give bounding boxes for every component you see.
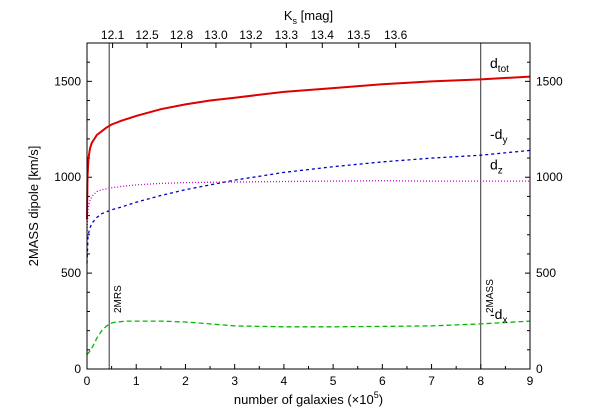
x-tick-label: 3 — [231, 374, 238, 388]
series-line — [86, 75, 531, 220]
y-tick-label-right: 1500 — [536, 74, 563, 88]
x-tick-label: 7 — [428, 374, 435, 388]
x-axis-label-close: ) — [379, 392, 383, 407]
top-axis-label-end: [mag] — [297, 8, 333, 23]
top-tick-label: 12.1 — [101, 28, 125, 42]
x-tick-label: 6 — [379, 374, 386, 388]
x-tick-label: 8 — [477, 374, 484, 388]
y-tick-label-right: 1000 — [536, 170, 563, 184]
x-tick-label: 2 — [182, 374, 189, 388]
series-layer — [86, 75, 531, 356]
x-axis-label: number of galaxies (×105) — [234, 390, 383, 407]
vertical-markers-layer — [108, 43, 482, 369]
y-tick-label: 500 — [61, 266, 81, 280]
x-axis-label-main: number of galaxies (×10 — [234, 392, 374, 407]
top-tick-label: 13.4 — [311, 28, 335, 42]
x-tick-label: 5 — [330, 374, 337, 388]
y-tick-label: 1000 — [54, 170, 81, 184]
top-tick-label: 13.2 — [239, 28, 263, 42]
top-tick-label: 13.3 — [275, 28, 299, 42]
series-label-sub: x — [502, 315, 507, 326]
series-label: dz — [490, 157, 503, 177]
plot-frame — [86, 42, 531, 370]
series-line — [86, 180, 530, 231]
top-tick-label: 12.5 — [135, 28, 159, 42]
x-tick-label: 9 — [527, 374, 534, 388]
series-line — [86, 149, 531, 264]
y-axis-label: 2MASS dipole [km/s] — [26, 146, 41, 267]
series-label-name: d — [490, 157, 498, 173]
tick-marks-layer — [86, 42, 531, 370]
series-label-sub: y — [502, 135, 507, 146]
y-tick-label: 1500 — [54, 74, 81, 88]
top-tick-label: 13.5 — [347, 28, 371, 42]
series-label-name: -d — [490, 126, 502, 142]
top-axis-label-sub: s — [293, 16, 298, 26]
top-axis-label-main: K — [284, 8, 293, 23]
marker-line-label: 2MASS — [485, 279, 496, 313]
x-tick-label: 1 — [133, 374, 140, 388]
x-tick-label: 4 — [281, 374, 288, 388]
series-label-sub: tot — [498, 64, 509, 75]
series-label-name: -d — [490, 306, 502, 322]
marker-line-label: 2MRS — [113, 285, 124, 313]
series-label-name: d — [490, 55, 498, 71]
y-tick-label: 0 — [74, 362, 81, 376]
series-label: -dx — [490, 306, 507, 326]
top-tick-label: 13.6 — [384, 28, 408, 42]
top-tick-label: 13.0 — [204, 28, 228, 42]
series-label: -dy — [490, 126, 507, 146]
series-label: dtot — [490, 55, 509, 75]
y-tick-label-right: 0 — [536, 362, 543, 376]
y-tick-label-right: 500 — [536, 266, 556, 280]
series-label-sub: z — [498, 166, 503, 177]
top-axis-label: Ks [mag] — [284, 8, 333, 26]
x-tick-label: 0 — [84, 374, 91, 388]
series-line — [86, 320, 531, 356]
x-axis-label-exponent: 5 — [374, 390, 379, 400]
top-tick-label: 12.8 — [170, 28, 194, 42]
